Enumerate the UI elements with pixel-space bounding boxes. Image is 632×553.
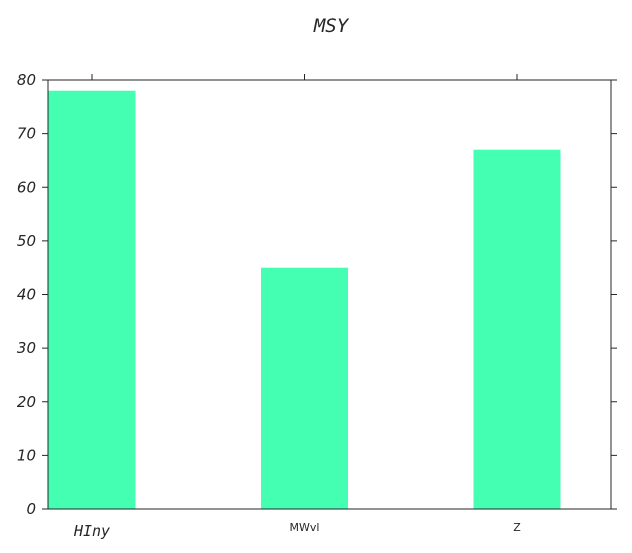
x-tick-label-1: MWvl [290,521,320,534]
y-tick-label-4: 40 [17,286,36,304]
y-tick-label-8: 80 [17,71,36,89]
bars-group [48,90,561,509]
x-tick-labels: HIny MWvl Z [73,521,521,540]
y-tick-label-3: 30 [17,339,36,357]
chart-title: MSY [313,15,350,37]
x-tick-label-0: HIny [73,522,110,540]
y-tick-label-2: 20 [17,393,36,411]
bar-0 [48,90,136,509]
bar-1 [261,267,348,509]
y-tick-labels: 0 10 20 30 40 50 60 70 80 [17,71,36,518]
y-tick-label-7: 70 [17,125,36,143]
y-tick-label-1: 10 [17,446,36,464]
y-tick-label-0: 0 [26,500,36,518]
y-tick-label-6: 60 [17,178,36,196]
x-tick-label-2: Z [513,521,521,534]
y-tick-label-5: 50 [17,232,36,250]
plot-frame [47,79,612,510]
bar-2 [473,149,561,509]
ticks-group [42,74,617,510]
